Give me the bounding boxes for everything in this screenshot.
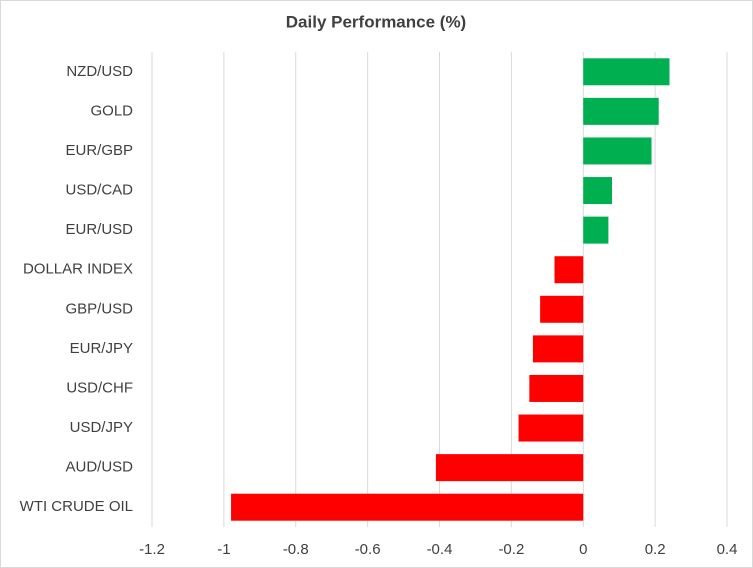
y-tick-label: USD/JPY <box>70 419 133 436</box>
x-tick-label: -1 <box>217 541 230 558</box>
bar <box>583 137 652 165</box>
y-tick-label: USD/CHF <box>66 379 133 396</box>
bar <box>529 374 584 402</box>
x-tick-label: -0.6 <box>355 541 381 558</box>
y-tick-label: USD/CAD <box>65 182 133 199</box>
y-tick-label: AUD/USD <box>65 459 133 476</box>
y-tick-label: WTI CRUDE OIL <box>20 498 133 515</box>
y-tick-label: GBP/USD <box>65 300 133 317</box>
x-tick-label: -0.8 <box>283 541 309 558</box>
y-tick-label: EUR/GBP <box>65 142 133 159</box>
y-tick-label: NZD/USD <box>66 63 133 80</box>
x-tick-label: 0.4 <box>717 541 738 558</box>
bar <box>435 454 584 482</box>
x-tick-label: -0.4 <box>427 541 453 558</box>
bar <box>231 493 584 521</box>
bar <box>540 295 584 323</box>
y-tick-label: EUR/USD <box>65 221 133 238</box>
bar <box>554 256 584 284</box>
chart-title: Daily Performance (%) <box>286 12 466 31</box>
y-tick-label: EUR/JPY <box>70 340 133 357</box>
x-tick-label: -1.2 <box>139 541 165 558</box>
y-tick-label: GOLD <box>90 102 133 119</box>
x-tick-label: 0.2 <box>645 541 666 558</box>
x-tick-label: 0 <box>579 541 587 558</box>
bar <box>518 414 584 442</box>
bar <box>583 216 609 244</box>
bar <box>532 335 584 363</box>
y-tick-label: DOLLAR INDEX <box>23 261 133 278</box>
x-tick-label: -0.2 <box>498 541 524 558</box>
bar <box>583 177 612 205</box>
bar <box>583 58 670 86</box>
bar <box>583 97 659 125</box>
